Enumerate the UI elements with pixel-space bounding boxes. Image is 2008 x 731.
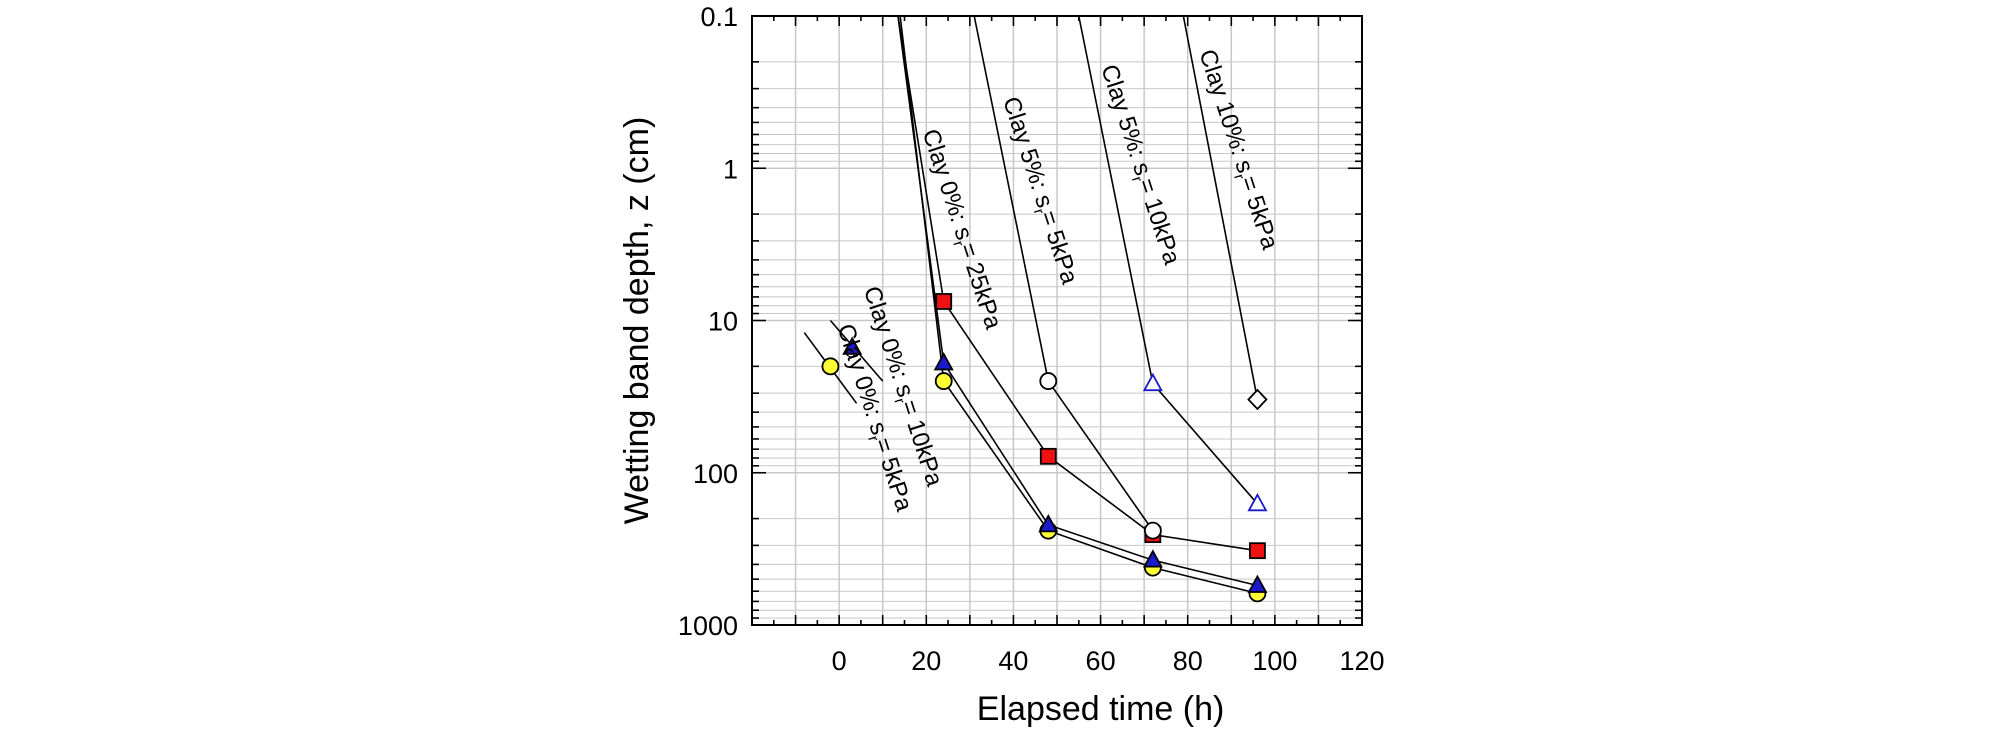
annotation-subscript: r xyxy=(890,396,908,406)
y-tick-label: 1 xyxy=(723,154,738,184)
annotation-subscript: r xyxy=(1230,172,1248,182)
x-tick-label: 20 xyxy=(911,646,941,676)
annotation-c5-10: Clay 5%: sr= 10kPa xyxy=(1092,61,1185,269)
triangle-marker xyxy=(1247,492,1268,512)
triangle-marker xyxy=(1142,372,1163,392)
annotation-subscript: r xyxy=(1128,174,1146,184)
x-tick-label: 100 xyxy=(1252,646,1297,676)
triangle-marker xyxy=(1038,514,1059,533)
triangle-marker xyxy=(842,336,863,355)
x-tick-labels: 0 20 40 60 80 100 120 xyxy=(832,646,1385,676)
annotation-subscript: r xyxy=(1030,207,1048,217)
series-line xyxy=(897,15,1258,552)
y-axis-title: Wetting band depth, z (cm) xyxy=(618,117,656,525)
x-tick-label: 120 xyxy=(1339,646,1384,676)
triangle-marker xyxy=(1142,549,1163,568)
diamond-marker xyxy=(1247,388,1268,411)
annotation-prefix: Clay 5%: s xyxy=(997,94,1058,211)
x-axis-title: Elapsed time (h) xyxy=(977,690,1225,728)
y-tick-label: 1000 xyxy=(678,611,738,641)
y-tick-labels: 0.1 1 10 100 1000 xyxy=(678,2,738,641)
y-tick-label: 10 xyxy=(708,307,738,337)
square-marker xyxy=(935,293,953,310)
annotation-c0-25: Clay 0%: sr= 25kPa xyxy=(914,126,1007,334)
circle-marker xyxy=(1039,372,1058,390)
x-tick-label: 60 xyxy=(1086,646,1116,676)
square-marker xyxy=(1039,447,1057,465)
circle-marker xyxy=(821,357,840,376)
series-line xyxy=(1182,15,1259,400)
grid-layer xyxy=(751,15,1363,625)
y-tick-label: 100 xyxy=(693,459,738,489)
annotation-subscript: r xyxy=(864,434,882,444)
annotation-suffix: = 10kPa xyxy=(1132,175,1185,268)
series-line xyxy=(899,15,1258,595)
y-tick-label: 0.1 xyxy=(700,2,738,32)
series-markers xyxy=(821,293,1268,603)
axis-ticks xyxy=(751,15,1363,625)
triangle-marker xyxy=(1247,574,1268,593)
x-tick-label: 40 xyxy=(998,646,1028,676)
x-tick-label: 0 xyxy=(832,646,847,676)
annotation-subscript: r xyxy=(949,239,967,249)
circle-marker xyxy=(1143,521,1162,540)
circle-marker xyxy=(934,372,953,390)
annotation-c10-5: Clay 10%: sr= 5kPa xyxy=(1191,46,1284,254)
annotation-suffix: = 5kPa xyxy=(1034,207,1083,288)
x-tick-label: 80 xyxy=(1173,646,1203,676)
triangle-marker xyxy=(933,352,954,371)
square-marker xyxy=(1249,542,1266,560)
annotation-prefix: Clay 10%: s xyxy=(1193,46,1258,176)
